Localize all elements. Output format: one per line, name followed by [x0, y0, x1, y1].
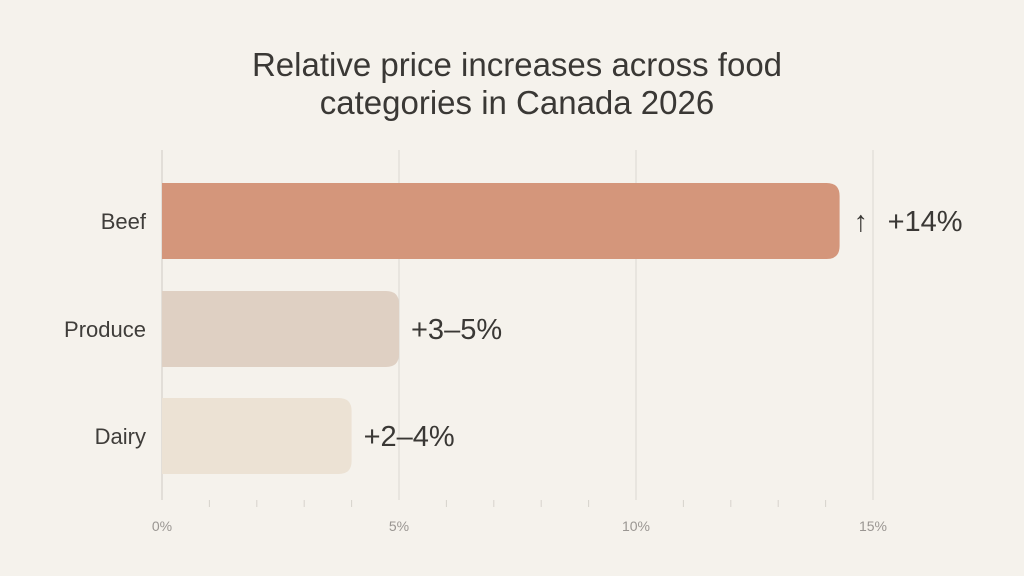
x-tick-label: 5%	[389, 518, 409, 534]
x-tick-label: 10%	[622, 518, 650, 534]
arrow-up-icon: ↑	[854, 206, 869, 238]
x-tick-label: 15%	[859, 518, 887, 534]
chart-title-line-1: Relative price increases across food	[252, 46, 782, 83]
x-tick-label: 0%	[152, 518, 172, 534]
data-label: +2–4%	[364, 421, 455, 453]
bars: Beef ↑ +14% Produce +3–5% Dairy +2–4%	[64, 183, 963, 474]
category-label: Dairy	[95, 424, 146, 449]
bar-dairy	[162, 398, 352, 474]
chart-title-line-2: categories in Canada 2026	[320, 84, 714, 121]
bar-beef	[162, 183, 840, 259]
category-label: Beef	[101, 209, 147, 234]
bar-produce	[162, 291, 399, 367]
data-label: +14%	[888, 206, 963, 238]
data-label: +3–5%	[411, 314, 502, 346]
category-label: Produce	[64, 317, 146, 342]
